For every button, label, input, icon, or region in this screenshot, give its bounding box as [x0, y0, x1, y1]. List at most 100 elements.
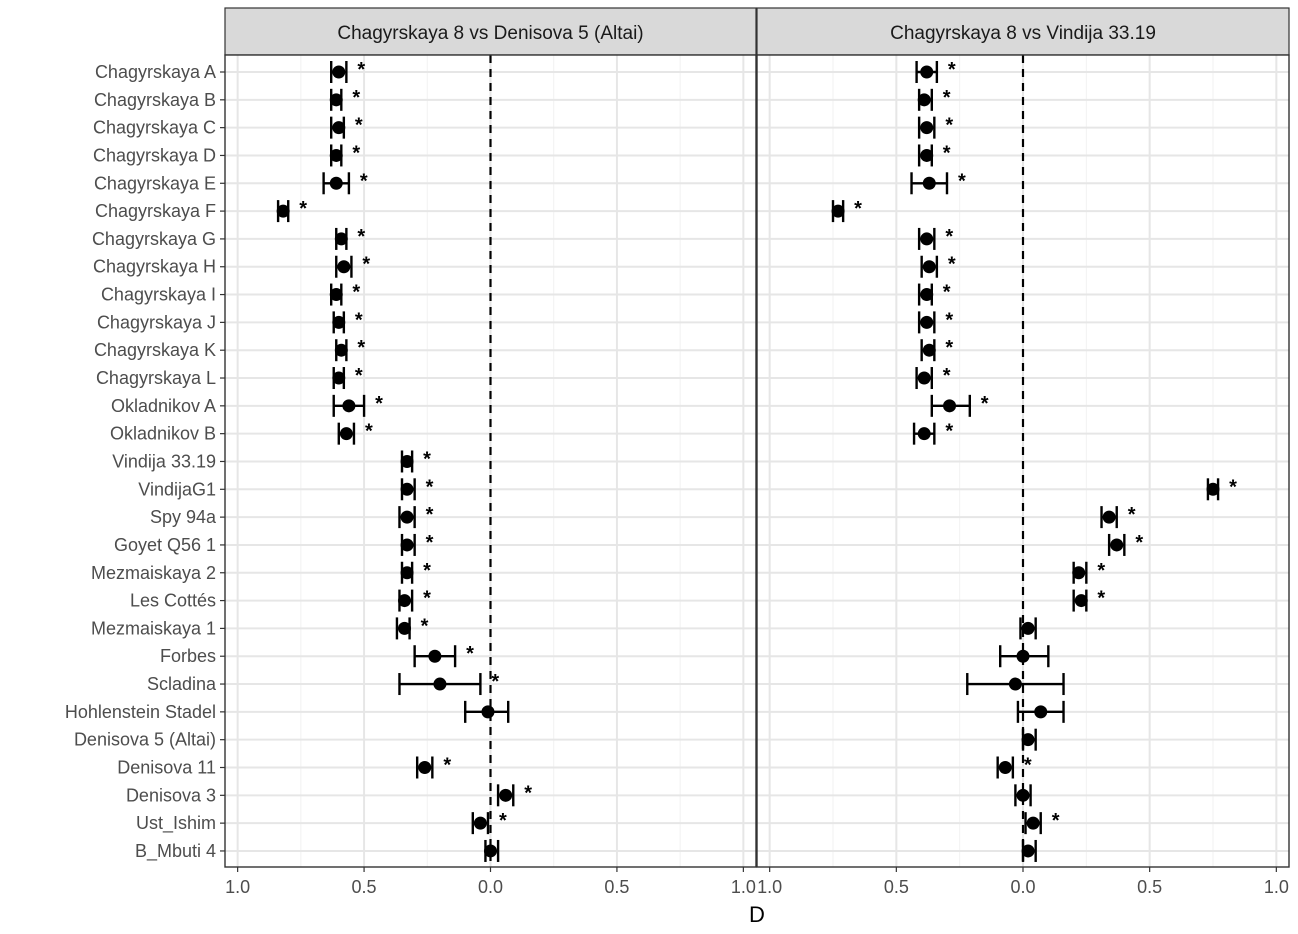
- data-point-21: *: [395, 615, 429, 640]
- data-point-4: *: [917, 142, 951, 167]
- panel-2: Chagyrskaya 8 vs Vindija 33.19 * * * * * * * * * *…: [756, 7, 1290, 897]
- significance-star: *: [352, 282, 360, 304]
- data-point-6: *: [276, 198, 307, 223]
- data-point-26: *: [996, 755, 1032, 779]
- row-label: Okladnikov B: [110, 424, 216, 444]
- data-point-7: *: [334, 226, 365, 250]
- point-marker: [400, 454, 414, 468]
- point-marker: [332, 65, 346, 79]
- row-label: Vindija 33.19: [112, 451, 216, 471]
- point-marker: [339, 427, 353, 441]
- row-label: Chagyrskaya C: [93, 118, 216, 138]
- data-point-26: *: [415, 755, 451, 779]
- data-point-1: *: [915, 59, 956, 83]
- point-marker: [1034, 705, 1048, 719]
- point-marker: [329, 288, 343, 302]
- data-point-13: *: [930, 393, 989, 417]
- row-label: Ust_Ishim: [136, 813, 216, 834]
- x-tick-label: 1.0: [1264, 877, 1289, 897]
- significance-star: *: [499, 810, 507, 832]
- row-label: Scladina: [147, 674, 217, 694]
- row-label: Chagyrskaya I: [101, 285, 216, 305]
- row-label: B_Mbuti 4: [135, 841, 216, 862]
- data-point-6: *: [831, 198, 862, 223]
- significance-star: *: [1128, 504, 1136, 526]
- data-point-17: *: [1100, 504, 1136, 529]
- point-marker: [1016, 788, 1030, 802]
- data-point-14: *: [337, 421, 373, 445]
- point-marker: [1074, 594, 1088, 608]
- point-marker: [922, 176, 936, 190]
- row-label: Chagyrskaya D: [93, 145, 216, 165]
- row-label: VindijaG1: [138, 479, 216, 499]
- significance-star: *: [423, 588, 431, 610]
- significance-star: *: [426, 504, 434, 526]
- point-marker: [342, 399, 356, 413]
- significance-star: *: [357, 226, 365, 248]
- data-point-24: [1016, 700, 1065, 723]
- point-marker: [337, 260, 351, 274]
- data-point-1: *: [330, 59, 365, 83]
- significance-star: *: [443, 755, 451, 777]
- significance-star: *: [352, 142, 360, 164]
- x-tick-label: 0.5: [884, 877, 909, 897]
- row-label: Chagyrskaya E: [94, 173, 216, 193]
- significance-star: *: [426, 532, 434, 554]
- significance-star: *: [423, 560, 431, 582]
- significance-star: *: [945, 421, 953, 443]
- point-marker: [481, 705, 495, 719]
- data-point-3: *: [917, 115, 953, 139]
- significance-star: *: [352, 87, 360, 109]
- point-marker: [332, 121, 346, 135]
- point-marker: [922, 343, 936, 357]
- significance-star: *: [943, 142, 951, 164]
- x-tick-label: 0.5: [604, 877, 629, 897]
- data-point-18: *: [400, 532, 434, 556]
- row-label: Chagyrskaya J: [97, 312, 216, 332]
- point-marker: [398, 594, 412, 608]
- point-marker: [332, 315, 346, 329]
- data-point-2: *: [329, 87, 360, 111]
- significance-star: *: [1052, 810, 1060, 832]
- x-axis-title: D: [749, 902, 765, 927]
- point-marker: [1102, 510, 1116, 524]
- point-marker: [1026, 816, 1040, 830]
- x-tick-label: 1.0: [757, 877, 782, 897]
- row-label: Spy 94a: [150, 507, 217, 527]
- point-marker: [334, 232, 348, 246]
- significance-star: *: [945, 337, 953, 359]
- row-label: Chagyrskaya L: [96, 368, 216, 388]
- point-marker: [920, 232, 934, 246]
- point-marker: [920, 121, 934, 135]
- data-point-17: *: [398, 504, 434, 529]
- point-marker: [400, 538, 414, 552]
- data-point-20: *: [398, 588, 431, 612]
- significance-star: *: [945, 226, 953, 248]
- point-marker: [917, 427, 931, 441]
- point-marker: [1206, 482, 1220, 496]
- significance-star: *: [943, 282, 951, 304]
- panel-1: Chagyrskaya 8 vs Denisova 5 (Altai) * * * * *…: [224, 7, 757, 897]
- significance-star: *: [365, 421, 373, 443]
- data-point-5: *: [322, 170, 368, 195]
- significance-star: *: [1097, 588, 1105, 610]
- row-label: Okladnikov A: [111, 396, 216, 416]
- row-labels: Chagyrskaya A Chagyrskaya B Chagyrskaya C C…: [65, 62, 225, 862]
- row-label: Forbes: [160, 646, 216, 666]
- point-marker: [418, 761, 432, 774]
- point-marker: [920, 288, 934, 302]
- significance-star: *: [355, 365, 363, 387]
- point-marker: [920, 65, 934, 79]
- data-point-11: *: [920, 337, 953, 362]
- data-point-19: *: [400, 560, 431, 584]
- point-marker: [1110, 538, 1124, 552]
- significance-star: *: [1097, 560, 1105, 582]
- strip-title: Chagyrskaya 8 vs Denisova 5 (Altai): [337, 23, 643, 44]
- point-marker: [922, 260, 936, 274]
- point-marker: [400, 482, 414, 496]
- data-point-10: *: [332, 309, 363, 334]
- x-tick-label: 0.0: [478, 877, 503, 897]
- point-marker: [400, 566, 414, 580]
- point-marker: [998, 761, 1012, 774]
